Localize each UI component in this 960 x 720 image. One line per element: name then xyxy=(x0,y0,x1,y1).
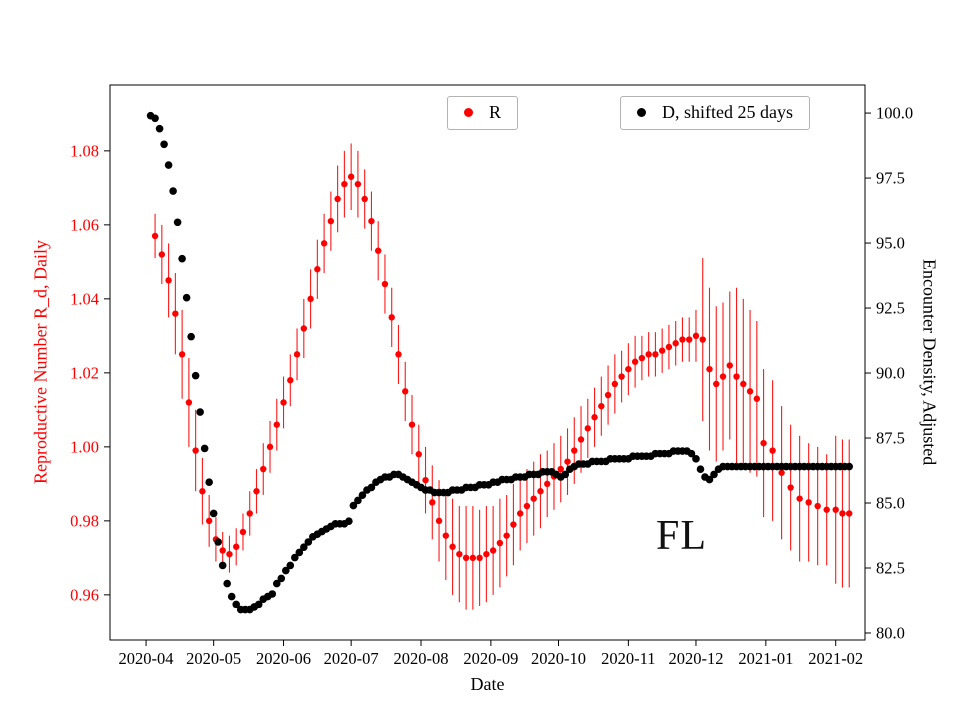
svg-text:2021-02: 2021-02 xyxy=(808,649,863,668)
svg-text:2020-11: 2020-11 xyxy=(601,649,655,668)
right-axis-ticks: 80.0 82.5 85.0 87.5 90.0 92.5 95.0 97.5 100.0 xyxy=(865,104,913,642)
svg-text:1.04: 1.04 xyxy=(70,289,99,308)
svg-text:1.06: 1.06 xyxy=(70,215,99,234)
svg-text:2020-06: 2020-06 xyxy=(256,649,311,668)
svg-text:2021-01: 2021-01 xyxy=(738,649,793,668)
legend-marker-r-icon xyxy=(464,108,473,118)
x-axis-title: Date xyxy=(470,674,505,694)
svg-text:2020-08: 2020-08 xyxy=(394,649,449,668)
svg-text:0.96: 0.96 xyxy=(70,585,99,604)
left-axis-title: Reproductive Number R_d, Daily xyxy=(30,240,51,485)
svg-text:100.0: 100.0 xyxy=(876,104,913,123)
svg-text:2020-09: 2020-09 xyxy=(463,649,518,668)
svg-text:87.5: 87.5 xyxy=(876,429,905,448)
svg-text:90.0: 90.0 xyxy=(876,364,905,383)
svg-text:2020-12: 2020-12 xyxy=(668,649,723,668)
svg-text:95.0: 95.0 xyxy=(876,234,905,253)
legend-label-d: D, shifted 25 days xyxy=(662,102,793,122)
svg-text:82.5: 82.5 xyxy=(876,558,905,577)
svg-text:92.5: 92.5 xyxy=(876,299,905,318)
svg-text:2020-04: 2020-04 xyxy=(119,649,174,668)
legend-box-r: R xyxy=(447,96,519,130)
legend-label-r: R xyxy=(489,102,502,122)
svg-text:2020-05: 2020-05 xyxy=(186,649,241,668)
legend-marker-d-icon xyxy=(637,108,646,118)
svg-text:2020-10: 2020-10 xyxy=(531,649,586,668)
left-axis-ticks: 0.96 0.98 1.00 1.02 1.04 1.06 1.08 xyxy=(70,141,110,604)
svg-text:2020-07: 2020-07 xyxy=(324,649,379,668)
state-annotation: FL xyxy=(656,513,708,559)
svg-text:80.0: 80.0 xyxy=(876,623,905,642)
svg-text:97.5: 97.5 xyxy=(876,169,905,188)
legend-box-d: D, shifted 25 days xyxy=(620,96,810,130)
svg-text:0.98: 0.98 xyxy=(70,511,99,530)
x-axis-ticks: 2020-04 2020-05 2020-06 2020-07 2020-08 2020-… xyxy=(119,640,863,668)
svg-text:85.0: 85.0 xyxy=(876,494,905,513)
series-d-shifted-25-days xyxy=(146,111,854,614)
svg-text:1.02: 1.02 xyxy=(70,363,99,382)
series-r xyxy=(151,173,853,562)
right-axis-title: Encounter Density, Adjusted xyxy=(919,259,940,466)
svg-text:1.00: 1.00 xyxy=(70,437,99,456)
svg-text:1.08: 1.08 xyxy=(70,141,99,160)
